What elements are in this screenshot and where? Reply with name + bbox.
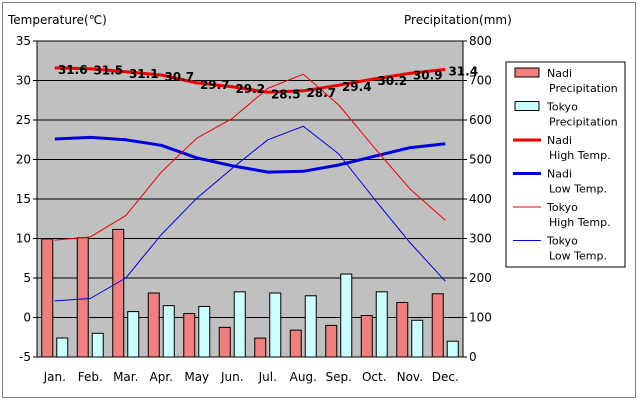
bar-tokyo-precipitation: [233, 291, 246, 358]
gridlines: [37, 80, 463, 318]
bar-nadi-precipitation: [76, 237, 89, 358]
legend-swatch: [514, 101, 540, 111]
bar-nadi-precipitation: [183, 313, 196, 358]
x-tick-label: Nov.: [397, 370, 423, 384]
bar-tokyo-precipitation: [446, 340, 459, 358]
legend: Nadi Precipitation Tokyo Precipitation Nadi H…: [505, 61, 626, 268]
legend-label: Nadi: [547, 134, 572, 147]
data-label: 31.4: [448, 64, 478, 78]
bar-tokyo-precipitation: [198, 305, 211, 358]
x-tick-label: Dec.: [432, 370, 459, 384]
bar-tokyo-precipitation: [340, 273, 353, 358]
right-tick-label: 300: [469, 232, 492, 246]
right-tick-label: 700: [469, 74, 492, 88]
right-tick-label: 100: [469, 311, 492, 325]
x-tick-label: May: [184, 370, 209, 384]
left-tick-label: 0: [23, 311, 31, 325]
right-tick-label: 800: [469, 34, 492, 48]
x-tick-label: Apr.: [150, 370, 173, 384]
bar-nadi-precipitation: [325, 324, 338, 358]
legend-label: High Temp.: [549, 216, 611, 229]
legend-label: Tokyo: [546, 235, 578, 248]
bar-nadi-precipitation: [360, 315, 373, 358]
data-label: 30.2: [377, 74, 407, 88]
legend-label: Low Temp.: [549, 183, 607, 196]
bar-nadi-precipitation: [147, 292, 160, 358]
left-tick-label: 10: [16, 232, 31, 246]
data-label: 31.1: [129, 67, 159, 81]
line-tokyo-high-temp-: [54, 73, 446, 241]
data-label: 31.5: [93, 64, 123, 78]
bar-tokyo-precipitation: [162, 305, 175, 358]
right-axis-title: Precipitation(mm): [404, 13, 512, 27]
lines-layer: [54, 66, 446, 302]
legend-label: Nadi: [547, 67, 572, 80]
bar-tokyo-precipitation: [127, 311, 140, 358]
bar-nadi-precipitation: [41, 238, 54, 358]
data-labels-layer: 31.6 31.5 31.1 30.7 29.7 29.2 28.5 28.7 29.4 30.2…: [58, 63, 478, 101]
legend-label: Low Temp.: [549, 250, 607, 263]
bar-nadi-precipitation: [112, 228, 125, 358]
left-tick-label: 30: [16, 74, 31, 88]
data-label: 28.5: [271, 87, 301, 101]
legend-label: High Temp.: [549, 149, 611, 162]
x-tick-label: Feb.: [78, 370, 103, 384]
data-label: 31.6: [58, 63, 88, 77]
right-tick-label: 500: [469, 153, 492, 167]
axes-layer: 35 30 25 20 15 10 5 0 -5 800 700 600 500 400 300 200 100…: [16, 34, 492, 384]
left-tick-label: 20: [16, 153, 31, 167]
left-tick-label: -5: [19, 350, 31, 364]
line-tokyo-low-temp-: [54, 125, 446, 302]
legend-label: Nadi: [547, 168, 572, 181]
bar-nadi-precipitation: [431, 293, 444, 358]
data-label: 30.9: [413, 68, 443, 82]
bar-tokyo-precipitation: [375, 291, 388, 358]
legend-swatch: [514, 67, 540, 78]
bar-nadi-precipitation: [218, 326, 231, 358]
x-tick-label: Mar.: [113, 370, 138, 384]
x-tick-label: Aug.: [290, 370, 317, 384]
bar-tokyo-precipitation: [91, 332, 104, 358]
left-axis-title: Temperature(℃): [7, 13, 107, 27]
data-label: 30.7: [164, 70, 194, 84]
bar-nadi-precipitation: [254, 337, 267, 358]
right-tick-label: 600: [469, 113, 492, 127]
left-tick-label: 25: [16, 113, 31, 127]
line-nadi-high-temp-: [54, 66, 446, 94]
data-label: 29.2: [235, 82, 265, 96]
left-tick-label: 35: [16, 34, 31, 48]
legend-label: Tokyo: [546, 101, 578, 114]
legend-label: Tokyo: [546, 201, 578, 214]
legend-box: [505, 61, 626, 268]
right-tick-label: 400: [469, 192, 492, 206]
x-tick-label: Jun.: [220, 370, 244, 384]
bar-nadi-precipitation: [289, 329, 302, 358]
legend-label: Precipitation: [549, 82, 618, 95]
data-label: 29.7: [200, 78, 230, 92]
data-label: 28.7: [306, 86, 336, 100]
right-tick-label: 200: [469, 271, 492, 285]
x-tick-label: Oct.: [362, 370, 387, 384]
data-label: 29.4: [342, 80, 372, 94]
x-tick-label: Jul.: [258, 370, 277, 384]
left-tick-label: 5: [23, 271, 31, 285]
x-tick-label: Sep.: [326, 370, 352, 384]
legend-label: Precipitation: [549, 116, 618, 129]
left-tick-label: 15: [16, 192, 31, 206]
bar-tokyo-precipitation: [411, 319, 424, 358]
bars-layer: [41, 228, 459, 358]
bar-tokyo-precipitation: [269, 292, 282, 358]
x-tick-label: Jan.: [43, 370, 66, 384]
right-tick-label: 0: [469, 350, 477, 364]
bar-tokyo-precipitation: [56, 337, 69, 358]
bar-tokyo-precipitation: [304, 295, 317, 358]
bar-nadi-precipitation: [396, 301, 409, 358]
